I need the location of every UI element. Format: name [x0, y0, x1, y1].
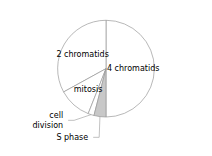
svg-text:2 chromatids: 2 chromatids	[56, 50, 108, 59]
svg-text:cell: cell	[49, 111, 63, 120]
svg-text:mitosis: mitosis	[74, 85, 103, 94]
svg-text:S phase: S phase	[56, 133, 88, 142]
svg-text:4 chromatids: 4 chromatids	[107, 64, 159, 73]
svg-text:division: division	[32, 121, 63, 130]
